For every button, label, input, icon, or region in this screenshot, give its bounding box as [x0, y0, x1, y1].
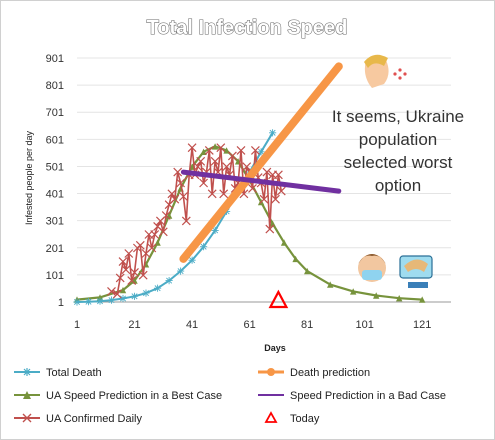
x-tick-label: 21 — [128, 319, 140, 331]
legend-item: Today — [264, 411, 320, 425]
legend-symbol — [264, 411, 278, 423]
legend-symbol — [267, 368, 275, 376]
x-tick-label: 1 — [74, 319, 80, 331]
series-layer — [73, 62, 426, 309]
legend-item: Death prediction — [258, 367, 370, 379]
y-axis-title: Infested people per day — [24, 130, 34, 225]
annotation-line: selected worst — [344, 153, 453, 172]
x-tick-labels: 1 21 41 61 81 101 121 — [74, 319, 431, 331]
chart-title: Total Infection Speed — [147, 17, 348, 39]
x-tick-label: 41 — [186, 319, 198, 331]
y-tick-label: 201 — [46, 243, 64, 255]
y-tick-label: 701 — [46, 107, 64, 119]
today-marker — [268, 289, 289, 309]
x-tick-label: 121 — [413, 319, 431, 331]
sneezing-face-icon — [364, 54, 407, 88]
x-tick-label: 61 — [243, 319, 255, 331]
y-tick-label: 101 — [46, 270, 64, 282]
legend-label: UA Speed Prediction in a Best Case — [46, 390, 222, 402]
x-tick-label: 101 — [356, 319, 374, 331]
x-axis-title: Days — [264, 343, 286, 353]
series-line-speed-prediction-in-a-bad-case — [180, 169, 342, 194]
y-tick-label: 401 — [46, 189, 64, 201]
y-tick-label: 301 — [46, 216, 64, 228]
y-tick-label: 901 — [46, 53, 64, 65]
legend-label: Death prediction — [290, 367, 370, 379]
masked-face-icon — [358, 254, 386, 282]
legend: Total Death Death prediction UA Speed Pred… — [14, 367, 446, 425]
x-tick-label: 81 — [301, 319, 313, 331]
legend-symbol — [23, 368, 31, 376]
y-tick-label: 501 — [46, 161, 64, 173]
legend-label: Speed Prediction in a Bad Case — [290, 390, 446, 402]
series-line-total-death — [73, 129, 277, 306]
annotation-line: population — [359, 130, 437, 149]
annotation-line: It seems, Ukraine — [332, 107, 464, 126]
legend-item: Speed Prediction in a Bad Case — [258, 390, 446, 402]
legend-item: Total Death — [14, 367, 102, 379]
series-line-death-prediction — [179, 62, 343, 263]
hand-washing-icon — [399, 255, 433, 288]
legend-label: Today — [290, 413, 320, 425]
legend-label: UA Confirmed Daily — [46, 413, 142, 425]
legend-label: Total Death — [46, 367, 102, 379]
y-tick-labels: 1 101 201 301 401 501 601 701 801 901 — [46, 53, 64, 309]
legend-symbol — [22, 413, 32, 423]
y-tick-label: 1 — [58, 297, 64, 309]
illustrations — [358, 54, 433, 288]
y-tick-label: 801 — [46, 80, 64, 92]
legend-item: UA Speed Prediction in a Best Case — [14, 390, 222, 402]
chart-annotation: It seems, Ukraine population selected wors… — [332, 107, 464, 195]
annotation-line: option — [375, 176, 421, 195]
legend-symbol — [23, 391, 31, 399]
legend-item: UA Confirmed Daily — [14, 413, 142, 425]
y-tick-label: 601 — [46, 134, 64, 146]
